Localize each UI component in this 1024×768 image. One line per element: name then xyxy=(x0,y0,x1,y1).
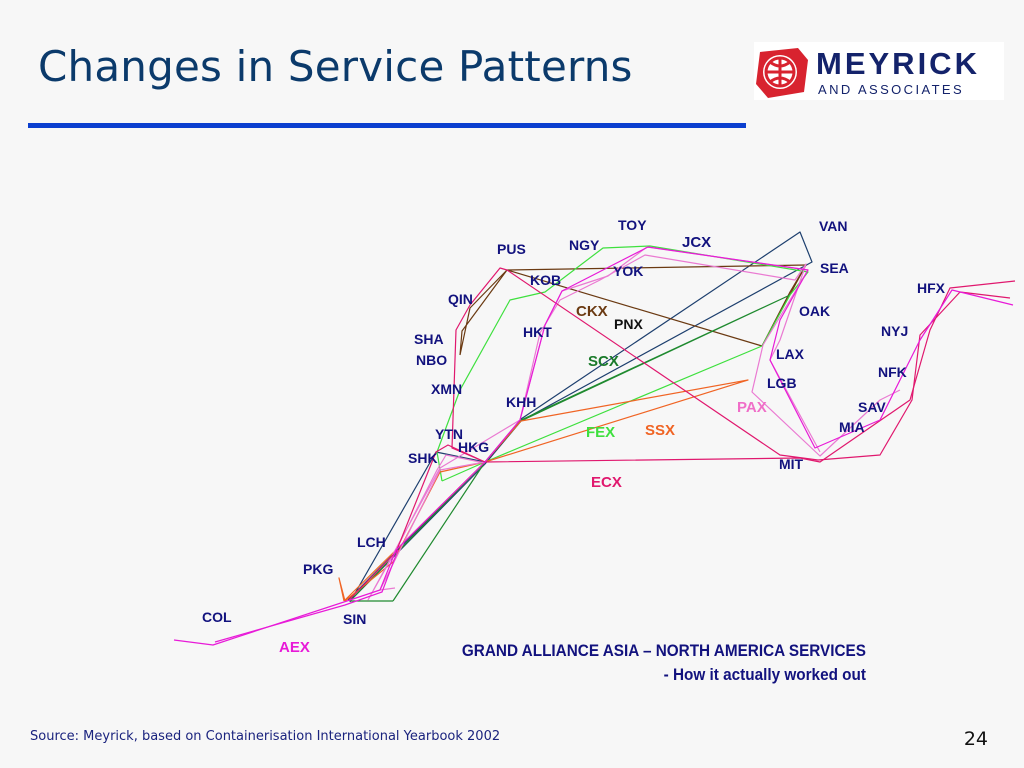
logo-name: MEYRICK xyxy=(816,46,980,81)
service-label-ckx: CKX xyxy=(576,303,608,320)
port-label-lgb: LGB xyxy=(767,375,797,391)
service-label-jcx: JCX xyxy=(682,234,711,251)
port-label-hkg: HKG xyxy=(458,439,489,455)
port-label-mit: MIT xyxy=(779,456,804,472)
port-label-toy: TOY xyxy=(618,217,647,233)
port-label-pkg: PKG xyxy=(303,561,333,577)
route-ecx-11 xyxy=(451,267,1011,463)
port-label-sea: SEA xyxy=(820,260,849,276)
port-label-hfx: HFX xyxy=(917,280,946,296)
globe-shield-icon xyxy=(756,48,808,98)
route-pax-8 xyxy=(379,461,486,591)
title-underline xyxy=(28,123,746,128)
port-label-lch: LCH xyxy=(357,534,386,550)
port-label-van: VAN xyxy=(819,218,848,234)
service-label-ssx: SSX xyxy=(645,422,675,439)
route-fex-5 xyxy=(436,245,809,482)
service-label-fex: FEX xyxy=(586,424,615,441)
port-label-yok: YOK xyxy=(613,263,643,279)
logo-subtitle: AND ASSOCIATES xyxy=(818,82,965,97)
company-logo: MEYRICK AND ASSOCIATES xyxy=(754,42,1004,100)
port-label-ngy: NGY xyxy=(569,237,600,253)
route-pax-9 xyxy=(519,254,821,453)
port-label-mia: MIA xyxy=(839,419,865,435)
port-label-oak: OAK xyxy=(799,303,830,319)
service-label-pax: PAX xyxy=(737,399,767,416)
port-label-sav: SAV xyxy=(858,399,886,415)
port-label-ytn: YTN xyxy=(435,426,463,442)
port-label-qin: QIN xyxy=(448,291,473,307)
port-label-nbo: NBO xyxy=(416,352,447,368)
port-label-col: COL xyxy=(202,609,232,625)
port-label-pus: PUS xyxy=(497,241,526,257)
route-pax-7 xyxy=(367,246,901,601)
port-label-sin: SIN xyxy=(343,611,366,627)
port-label-sha: SHA xyxy=(414,331,444,347)
route-lines xyxy=(173,231,1016,646)
route-ssx-6 xyxy=(338,379,749,602)
port-label-shk: SHK xyxy=(408,450,438,466)
source-note: Source: Meyrick, based on Containerisati… xyxy=(30,729,501,744)
service-label-ecx: ECX xyxy=(591,474,622,491)
service-label-aex: AEX xyxy=(279,639,310,656)
slide-title: Changes in Service Patterns xyxy=(38,42,633,91)
port-label-kob: KOB xyxy=(530,272,561,288)
port-label-hkt: HKT xyxy=(523,324,552,340)
service-label-scx: SCX xyxy=(588,353,619,370)
port-label-nyj: NYJ xyxy=(881,323,908,339)
service-labels: JCX CKX SCX PAX FEX SSX ECX AEX xyxy=(279,234,767,656)
route-aex-12 xyxy=(173,246,1014,646)
page-number: 24 xyxy=(963,728,988,750)
port-label-khh: KHH xyxy=(506,394,536,410)
caption-line-1: GRAND ALLIANCE ASIA – NORTH AMERICA SERV… xyxy=(461,641,866,660)
route-aex-13 xyxy=(214,549,399,643)
port-label-lax: LAX xyxy=(776,346,805,362)
port-label-nfk: NFK xyxy=(878,364,907,380)
port-labels: TOY NGY PUS YOK KOB QIN SHA NBO HKT XMN … xyxy=(202,217,946,627)
port-label-xmn: XMN xyxy=(431,381,462,397)
port-label-pnx: PNX xyxy=(614,316,643,332)
diagram-caption: GRAND ALLIANCE ASIA – NORTH AMERICA SERV… xyxy=(462,639,866,687)
route-jcx-0 xyxy=(347,231,813,602)
caption-line-2: - How it actually worked out xyxy=(663,665,866,684)
